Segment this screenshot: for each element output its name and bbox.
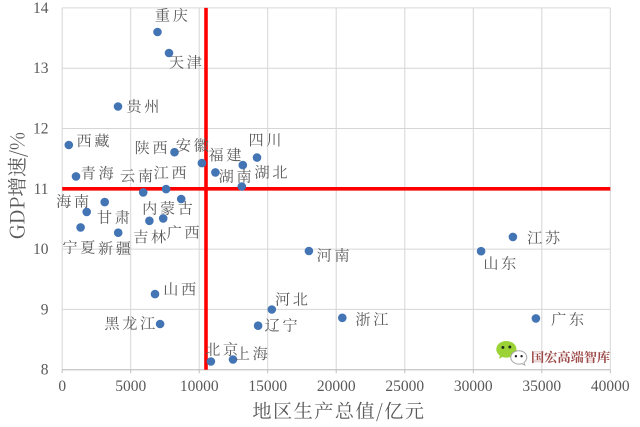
svg-text:20000: 20000 [317, 378, 356, 395]
svg-text:14: 14 [33, 0, 49, 17]
svg-text:30000: 30000 [454, 378, 493, 395]
svg-text:35000: 35000 [522, 378, 561, 395]
svg-text:13: 13 [33, 60, 49, 77]
svg-text:9: 9 [41, 301, 49, 318]
svg-text:11: 11 [34, 181, 49, 198]
svg-text:10: 10 [33, 241, 49, 258]
svg-text:5000: 5000 [115, 378, 146, 395]
svg-text:15000: 15000 [248, 378, 287, 395]
svg-text:40000: 40000 [591, 378, 630, 395]
svg-text:25000: 25000 [385, 378, 424, 395]
svg-text:10000: 10000 [180, 378, 219, 395]
svg-text:12: 12 [33, 121, 49, 138]
svg-text:8: 8 [41, 362, 49, 379]
svg-text:0: 0 [58, 378, 66, 395]
